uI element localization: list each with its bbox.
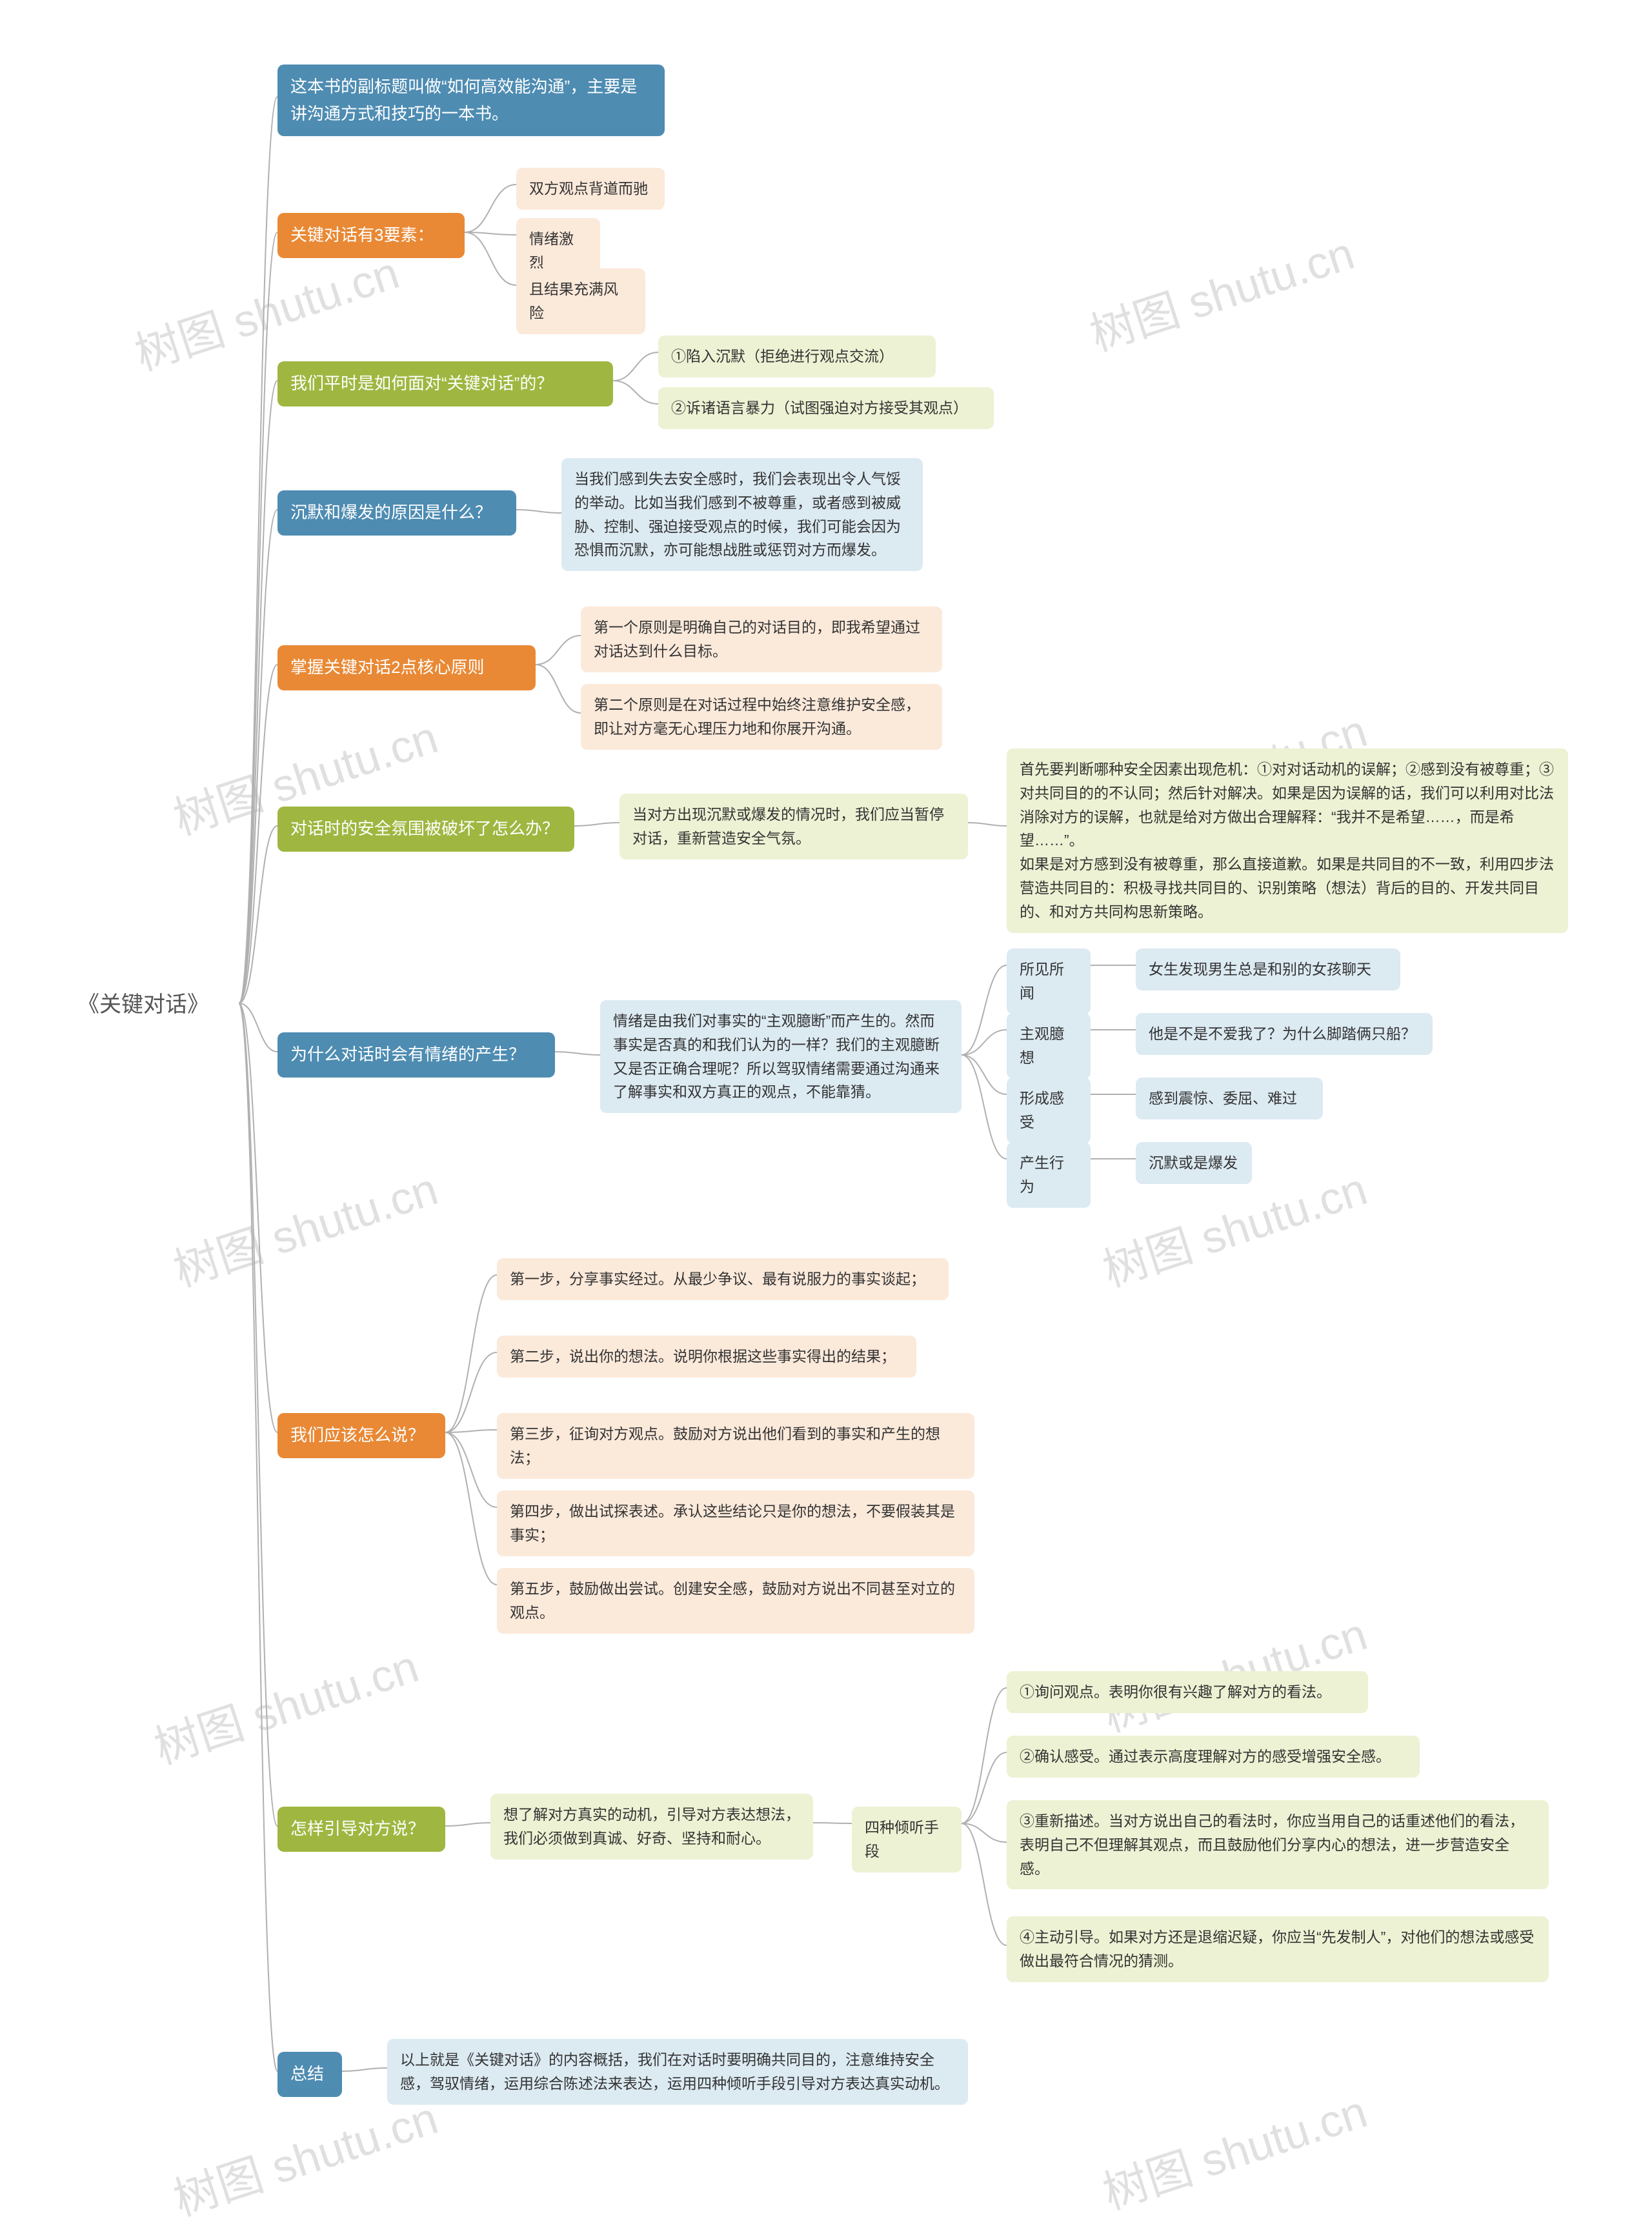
node-b6c1b1[interactable]: 他是不是不爱我了？为什么脚踏俩只船？ — [1136, 1013, 1433, 1055]
node-b4c1[interactable]: 第一个原则是明确自己的对话目的，即我希望通过对话达到什么目标。 — [581, 607, 942, 672]
node-b8c1a4[interactable]: ④主动引导。如果对方还是退缩迟疑，你应当“先发制人”，对他们的想法或感受做出最符… — [1007, 1916, 1549, 1982]
node-b8[interactable]: 怎样引导对方说？ — [277, 1807, 445, 1852]
node-b4c2[interactable]: 第二个原则是在对话过程中始终注意维护安全感，即让对方毫无心理压力地和你展开沟通。 — [581, 684, 942, 750]
node-b5c1[interactable]: 当对方出现沉默或爆发的情况时，我们应当暂停对话，重新营造安全气氛。 — [620, 794, 968, 859]
watermark: 树图 shutu.cn — [1094, 2076, 1375, 2217]
watermark: 树图 shutu.cn — [165, 1153, 445, 1299]
node-b6c1c1[interactable]: 感到震惊、委屈、难过 — [1136, 1078, 1323, 1119]
node-b5c1a[interactable]: 首先要判断哪种安全因素出现危机：①对对话动机的误解；②感到没有被尊重；③对共同目… — [1007, 748, 1568, 933]
node-b2[interactable]: 我们平时是如何面对“关键对话”的？ — [277, 361, 613, 406]
node-b8c1a3[interactable]: ③重新描述。当对方说出自己的看法时，你应当用自己的话重述他们的看法，表明自己不但… — [1007, 1800, 1549, 1889]
node-b6c1b[interactable]: 主观臆想 — [1007, 1013, 1091, 1079]
node-b7c4[interactable]: 第四步，做出试探表述。承认这些结论只是你的想法，不要假装其是事实； — [497, 1490, 974, 1556]
node-b3[interactable]: 沉默和爆发的原因是什么？ — [277, 490, 516, 536]
node-b3c1[interactable]: 当我们感到失去安全感时，我们会表现出令人气馁的举动。比如当我们感到不被尊重，或者… — [561, 458, 923, 571]
node-b9c1[interactable]: 以上就是《关键对话》的内容概括，我们在对话时要明确共同目的，注意维持安全感，驾驭… — [387, 2039, 968, 2105]
node-b8c1a[interactable]: 四种倾听手段 — [852, 1807, 962, 1872]
node-b6c1a[interactable]: 所见所闻 — [1007, 948, 1091, 1014]
node-b7c2[interactable]: 第二步，说出你的想法。说明你根据这些事实得出的结果； — [497, 1336, 916, 1378]
node-b1c1[interactable]: 双方观点背道而驰 — [516, 168, 665, 210]
node-b5[interactable]: 对话时的安全氛围被破坏了怎么办？ — [277, 807, 574, 852]
node-b2c1[interactable]: ①陷入沉默（拒绝进行观点交流） — [658, 336, 936, 377]
node-b6c1a1[interactable]: 女生发现男生总是和别的女孩聊天 — [1136, 948, 1400, 990]
node-b7c5[interactable]: 第五步，鼓励做出尝试。创建安全感，鼓励对方说出不同甚至对立的观点。 — [497, 1568, 974, 1634]
node-b6[interactable]: 为什么对话时会有情绪的产生？ — [277, 1032, 555, 1078]
node-b8c1a1[interactable]: ①询问观点。表明你很有兴趣了解对方的看法。 — [1007, 1671, 1368, 1713]
watermark: 树图 shutu.cn — [145, 1630, 426, 1777]
node-b6c1[interactable]: 情绪是由我们对事实的“主观臆断”而产生的。然而事实是否真的和我们认为的一样？我们… — [600, 1000, 962, 1113]
node-b6c1c[interactable]: 形成感受 — [1007, 1078, 1091, 1143]
node-b4[interactable]: 掌握关键对话2点核心原则 — [277, 645, 536, 690]
node-b7c3[interactable]: 第三步，征询对方观点。鼓励对方说出他们看到的事实和产生的想法； — [497, 1413, 974, 1479]
node-b8c1[interactable]: 想了解对方真实的动机，引导对方表达想法，我们必须做到真诚、好奇、坚持和耐心。 — [490, 1794, 813, 1860]
node-b9[interactable]: 总结 — [277, 2052, 342, 2097]
node-b6c1d[interactable]: 产生行为 — [1007, 1142, 1091, 1208]
node-root[interactable]: 《关键对话》 — [77, 987, 239, 1022]
node-b2c2[interactable]: ②诉诸语言暴力（试图强迫对方接受其观点） — [658, 387, 994, 429]
node-b7c1[interactable]: 第一步，分享事实经过。从最少争议、最有说服力的事实谈起； — [497, 1258, 949, 1300]
node-b1c3[interactable]: 且结果充满风险 — [516, 268, 645, 334]
node-b0[interactable]: 这本书的副标题叫做“如何高效能沟通”，主要是讲沟通方式和技巧的一本书。 — [277, 65, 665, 136]
node-b7[interactable]: 我们应该怎么说？ — [277, 1413, 445, 1458]
node-b8c1a2[interactable]: ②确认感受。通过表示高度理解对方的感受增强安全感。 — [1007, 1736, 1420, 1778]
mindmap-canvas: 树图 shutu.cn 树图 shutu.cn 树图 shutu.cn 树图 shut… — [0, 0, 1652, 2217]
node-b6c1d1[interactable]: 沉默或是爆发 — [1136, 1142, 1252, 1184]
node-b1[interactable]: 关键对话有3要素： — [277, 213, 465, 258]
watermark: 树图 shutu.cn — [1081, 217, 1362, 364]
